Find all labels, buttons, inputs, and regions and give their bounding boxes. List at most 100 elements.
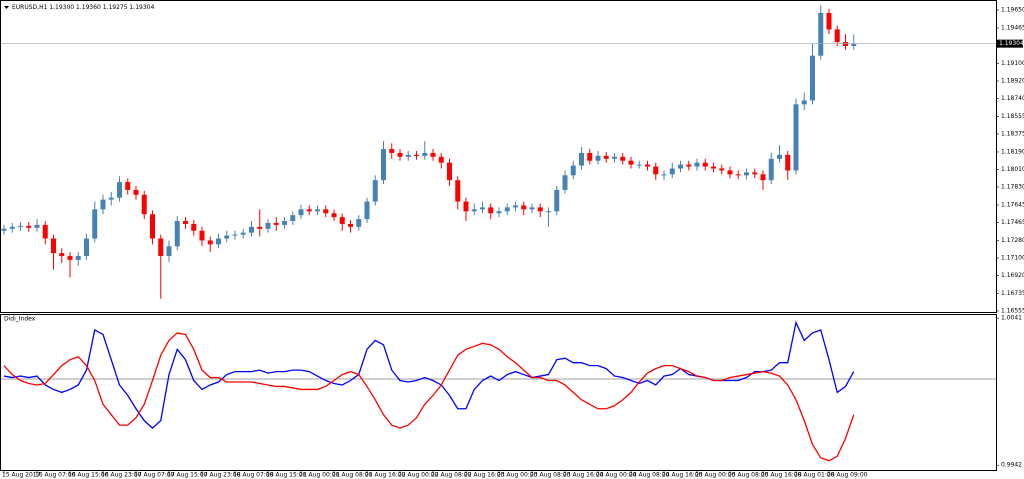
candle-body [207, 240, 213, 245]
candle-body [496, 211, 502, 214]
candle-body [488, 207, 494, 214]
candle-body [315, 209, 320, 212]
candle-body [389, 149, 395, 153]
candle-body [183, 221, 188, 224]
x-tick-label: 17 Aug 07:00 [134, 472, 175, 479]
y-tick-label: 1.18740 [1001, 95, 1024, 102]
y-tick-label: 1.17280 [1001, 237, 1024, 244]
candle-body [595, 155, 601, 161]
candle-body [719, 168, 725, 171]
candle-body [9, 226, 15, 229]
candle-body [1, 228, 7, 231]
candle-body [504, 207, 510, 212]
candle-body [669, 168, 675, 175]
x-tick-label: 15 Aug 2017 [2, 472, 41, 479]
candle-body [744, 172, 749, 176]
x-tick-label: 23 Aug 00:00 [497, 472, 538, 479]
y-tick-label: 1.16735 [1001, 290, 1024, 297]
candle-body [298, 209, 304, 216]
candle-body [612, 156, 617, 159]
x-tick-label: 25 Aug 16:00 [761, 472, 802, 479]
candle-body [323, 209, 329, 214]
candle-body [100, 199, 106, 210]
candle-body [249, 226, 254, 233]
candle-body [174, 221, 180, 247]
candle-body [364, 201, 370, 220]
x-tick-label: 23 Aug 08:00 [530, 472, 571, 479]
candle-body [191, 223, 197, 231]
candle-body [92, 209, 98, 239]
candle-body [480, 207, 485, 210]
candle-body [438, 156, 444, 163]
x-tick-label: 17 Aug 15:00 [167, 472, 208, 479]
candle-body [240, 232, 246, 235]
candle-body [768, 158, 774, 181]
candle-body [628, 160, 634, 165]
candle-body [232, 234, 238, 236]
candle-body [414, 154, 419, 156]
candle-body [42, 224, 48, 239]
candle-body [26, 225, 32, 228]
candle-body [570, 165, 576, 176]
y-tick-label: 1.16920 [1001, 272, 1024, 279]
x-tick-label: 25 Aug 00:00 [695, 472, 736, 479]
candle-body [84, 238, 89, 257]
x-tick-label: 21 Aug 08:00 [332, 472, 373, 479]
candle-body [422, 152, 428, 156]
candle-body [818, 12, 824, 56]
x-tick-label: 24 Aug 00:00 [596, 472, 637, 479]
candle-body [653, 166, 659, 175]
candle-body [801, 100, 807, 105]
candle-body [851, 44, 857, 46]
x-tick-label: 22 Aug 00:00 [398, 472, 439, 479]
candle-body [59, 253, 65, 257]
indicator-title: Didi_Index [4, 316, 36, 323]
candle-body [348, 223, 353, 227]
candle-body [834, 29, 840, 43]
candle-body [546, 211, 551, 213]
candle-body [372, 180, 378, 202]
candle-body [793, 104, 799, 171]
candle-body [166, 246, 172, 257]
x-tick-label: 21 Aug 00:00 [299, 472, 340, 479]
x-tick-label: 17 Aug 23:00 [200, 472, 241, 479]
candle-body [224, 235, 230, 239]
candle-body [18, 225, 23, 227]
candle-body [273, 222, 279, 225]
candle-body [430, 152, 436, 157]
candle-body [67, 256, 73, 260]
candle-body [117, 182, 122, 198]
x-tick-label: 22 Aug 16:00 [464, 472, 505, 479]
candle-body [125, 182, 131, 190]
candle-body [282, 221, 287, 225]
y-tick-label: 1.16555 [1001, 307, 1024, 314]
x-tick-label: 23 Aug 16:00 [563, 472, 604, 479]
x-tick-label: 18 Aug 07:00 [233, 472, 274, 479]
candle-body [711, 166, 716, 169]
indicator-panel-frame [0, 314, 997, 471]
candle-body [356, 219, 362, 227]
x-tick-label: 16 Aug 15:00 [68, 472, 109, 479]
candle-body [471, 209, 477, 212]
candle-body [579, 152, 584, 166]
candle-body [562, 175, 568, 190]
x-tick-label: 25 Aug 08:00 [728, 472, 769, 479]
y-tick-label: 1.0041 [1001, 315, 1022, 322]
candle-body [810, 55, 815, 101]
candle-body [752, 172, 758, 175]
x-tick-label: 22 Aug 08:00 [431, 472, 472, 479]
collapse-arrow [4, 6, 9, 9]
candle-body [636, 164, 642, 166]
candle-body [455, 180, 461, 202]
candle-body [661, 174, 667, 176]
candle-body [463, 201, 469, 212]
candle-body [447, 162, 452, 181]
candle-body [826, 12, 832, 30]
candle-body [216, 238, 221, 245]
candle-body [290, 215, 296, 222]
candle-body [51, 238, 56, 254]
candle-body [785, 154, 791, 171]
y-tick-label: 1.18375 [1001, 130, 1024, 137]
candle-body [331, 213, 337, 218]
y-tick-label: 1.18010 [1001, 166, 1024, 173]
